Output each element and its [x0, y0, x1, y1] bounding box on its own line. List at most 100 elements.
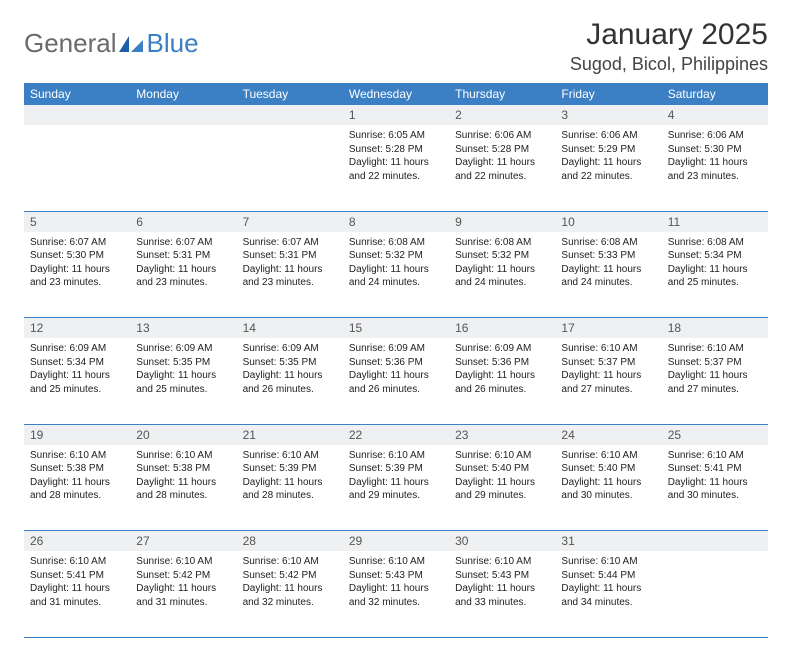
daylight-text: Daylight: 11 hours and 34 minutes. [561, 582, 655, 609]
sunrise-text: Sunrise: 6:06 AM [561, 129, 655, 143]
weekday-header: Tuesday [237, 83, 343, 105]
daylight-text: Daylight: 11 hours and 31 minutes. [136, 582, 230, 609]
day-cell: Sunrise: 6:06 AMSunset: 5:28 PMDaylight:… [449, 125, 555, 211]
daylight-text: Daylight: 11 hours and 22 minutes. [561, 156, 655, 183]
day-number: 17 [555, 318, 661, 339]
day-cell: Sunrise: 6:09 AMSunset: 5:36 PMDaylight:… [449, 338, 555, 424]
day-number: 5 [24, 211, 130, 232]
sunrise-text: Sunrise: 6:10 AM [455, 555, 549, 569]
sunrise-text: Sunrise: 6:10 AM [30, 555, 124, 569]
day-number: 26 [24, 531, 130, 552]
sunrise-text: Sunrise: 6:07 AM [243, 236, 337, 250]
sunrise-text: Sunrise: 6:08 AM [668, 236, 762, 250]
week-row: Sunrise: 6:07 AMSunset: 5:30 PMDaylight:… [24, 232, 768, 318]
daylight-text: Daylight: 11 hours and 30 minutes. [561, 476, 655, 503]
sunset-text: Sunset: 5:30 PM [668, 143, 762, 157]
day-number: 8 [343, 211, 449, 232]
sunset-text: Sunset: 5:42 PM [136, 569, 230, 583]
day-number: 11 [662, 211, 768, 232]
day-number: 24 [555, 424, 661, 445]
calendar-body: 1234Sunrise: 6:05 AMSunset: 5:28 PMDayli… [24, 105, 768, 637]
day-cell: Sunrise: 6:10 AMSunset: 5:38 PMDaylight:… [24, 445, 130, 531]
logo-sail-icon [119, 34, 145, 54]
day-number: 15 [343, 318, 449, 339]
sunrise-text: Sunrise: 6:10 AM [136, 449, 230, 463]
sunrise-text: Sunrise: 6:10 AM [349, 449, 443, 463]
weekday-header: Saturday [662, 83, 768, 105]
day-number: 20 [130, 424, 236, 445]
weekday-header: Monday [130, 83, 236, 105]
day-number: 14 [237, 318, 343, 339]
sunset-text: Sunset: 5:29 PM [561, 143, 655, 157]
day-cell: Sunrise: 6:10 AMSunset: 5:42 PMDaylight:… [237, 551, 343, 637]
logo: General Blue [24, 28, 199, 59]
daylight-text: Daylight: 11 hours and 28 minutes. [30, 476, 124, 503]
sunrise-text: Sunrise: 6:09 AM [243, 342, 337, 356]
sunset-text: Sunset: 5:41 PM [30, 569, 124, 583]
week-row: Sunrise: 6:10 AMSunset: 5:38 PMDaylight:… [24, 445, 768, 531]
sunset-text: Sunset: 5:28 PM [455, 143, 549, 157]
sunrise-text: Sunrise: 6:10 AM [561, 342, 655, 356]
sunrise-text: Sunrise: 6:09 AM [455, 342, 549, 356]
daylight-text: Daylight: 11 hours and 26 minutes. [243, 369, 337, 396]
sunset-text: Sunset: 5:38 PM [30, 462, 124, 476]
daylight-text: Daylight: 11 hours and 25 minutes. [668, 263, 762, 290]
daylight-text: Daylight: 11 hours and 30 minutes. [668, 476, 762, 503]
day-cell: Sunrise: 6:07 AMSunset: 5:31 PMDaylight:… [237, 232, 343, 318]
sunset-text: Sunset: 5:36 PM [349, 356, 443, 370]
sunrise-text: Sunrise: 6:10 AM [455, 449, 549, 463]
calendar-table: Sunday Monday Tuesday Wednesday Thursday… [24, 83, 768, 638]
daylight-text: Daylight: 11 hours and 24 minutes. [561, 263, 655, 290]
sunset-text: Sunset: 5:39 PM [243, 462, 337, 476]
day-cell [237, 125, 343, 211]
sunset-text: Sunset: 5:33 PM [561, 249, 655, 263]
sunrise-text: Sunrise: 6:07 AM [30, 236, 124, 250]
day-cell: Sunrise: 6:09 AMSunset: 5:35 PMDaylight:… [130, 338, 236, 424]
day-cell: Sunrise: 6:10 AMSunset: 5:43 PMDaylight:… [343, 551, 449, 637]
day-cell: Sunrise: 6:10 AMSunset: 5:44 PMDaylight:… [555, 551, 661, 637]
weekday-header-row: Sunday Monday Tuesday Wednesday Thursday… [24, 83, 768, 105]
daylight-text: Daylight: 11 hours and 22 minutes. [455, 156, 549, 183]
daylight-text: Daylight: 11 hours and 23 minutes. [30, 263, 124, 290]
day-cell: Sunrise: 6:07 AMSunset: 5:31 PMDaylight:… [130, 232, 236, 318]
week-row: Sunrise: 6:09 AM Sunset: 5:34 PM Daylight:… [24, 338, 768, 424]
daylight-text: Daylight: 11 hours and 28 minutes. [136, 476, 230, 503]
day-cell: Sunrise: 6:08 AMSunset: 5:32 PMDaylight:… [449, 232, 555, 318]
sunrise-text: Sunrise: 6:05 AM [349, 129, 443, 143]
sunrise-text: Sunrise: 6:08 AM [455, 236, 549, 250]
sunset-text: Sunset: 5:42 PM [243, 569, 337, 583]
day-number: 27 [130, 531, 236, 552]
sunset-text: Sunset: 5:34 PM [30, 356, 124, 370]
day-cell: Sunrise: 6:08 AMSunset: 5:34 PMDaylight:… [662, 232, 768, 318]
daynum-row: 262728293031 [24, 531, 768, 552]
daynum-row: 567891011 [24, 211, 768, 232]
daylight-text: Daylight: 11 hours and 32 minutes. [243, 582, 337, 609]
location-text: Sugod, Bicol, Philippines [570, 54, 768, 75]
day-number: 16 [449, 318, 555, 339]
day-number: 28 [237, 531, 343, 552]
daynum-row: 1234 [24, 105, 768, 125]
day-number: 12 [24, 318, 130, 339]
daylight-text: Daylight: 11 hours and 29 minutes. [455, 476, 549, 503]
day-cell: Sunrise: 6:10 AMSunset: 5:39 PMDaylight:… [343, 445, 449, 531]
day-cell [662, 551, 768, 637]
day-cell: Sunrise: 6:09 AMSunset: 5:36 PMDaylight:… [343, 338, 449, 424]
sunset-text: Sunset: 5:34 PM [668, 249, 762, 263]
day-cell: Sunrise: 6:10 AMSunset: 5:37 PMDaylight:… [555, 338, 661, 424]
sunset-text: Sunset: 5:44 PM [561, 569, 655, 583]
day-cell: Sunrise: 6:08 AMSunset: 5:32 PMDaylight:… [343, 232, 449, 318]
day-number: 18 [662, 318, 768, 339]
daylight-text: Daylight: 11 hours and 24 minutes. [455, 263, 549, 290]
sunrise-text: Sunrise: 6:06 AM [455, 129, 549, 143]
sunset-text: Sunset: 5:37 PM [668, 356, 762, 370]
header-right: January 2025 Sugod, Bicol, Philippines [570, 18, 768, 75]
logo-text-general: General [24, 28, 117, 59]
sunset-text: Sunset: 5:32 PM [455, 249, 549, 263]
day-cell: Sunrise: 6:10 AMSunset: 5:42 PMDaylight:… [130, 551, 236, 637]
day-number: 29 [343, 531, 449, 552]
daylight-text: Daylight: 11 hours and 33 minutes. [455, 582, 549, 609]
day-number: 21 [237, 424, 343, 445]
day-number: 31 [555, 531, 661, 552]
daylight-text: Daylight: 11 hours and 24 minutes. [349, 263, 443, 290]
weekday-header: Friday [555, 83, 661, 105]
